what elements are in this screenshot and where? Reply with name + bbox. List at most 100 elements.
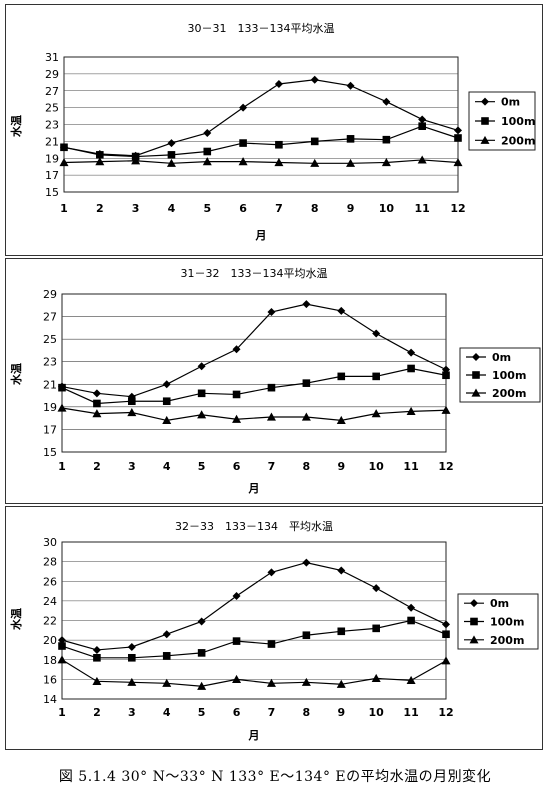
data-point xyxy=(58,642,66,650)
series-0m xyxy=(60,75,462,160)
data-point xyxy=(407,616,415,625)
series-200m xyxy=(57,403,451,424)
data-point xyxy=(337,306,346,315)
legend-item: 0m xyxy=(475,96,520,109)
data-point xyxy=(232,674,242,683)
data-point xyxy=(162,678,172,687)
x-tick-label: 8 xyxy=(311,202,319,215)
data-point xyxy=(302,558,311,567)
data-point xyxy=(346,135,355,143)
data-point xyxy=(274,80,283,88)
x-tick-label: 6 xyxy=(233,706,241,719)
legend-marker xyxy=(481,117,489,125)
x-tick-label: 8 xyxy=(303,460,311,473)
legend-label: 0m xyxy=(490,597,509,610)
data-point xyxy=(442,620,450,629)
legend-marker xyxy=(470,617,478,626)
y-tick-label: 20 xyxy=(43,634,57,647)
data-point xyxy=(197,649,206,657)
series-0m xyxy=(58,300,450,401)
y-tick-label: 21 xyxy=(43,378,57,391)
data-point xyxy=(371,409,381,418)
y-tick-label: 25 xyxy=(45,102,59,115)
data-point xyxy=(232,414,242,423)
x-tick-label: 3 xyxy=(132,202,140,215)
x-tick-label: 2 xyxy=(93,706,101,719)
data-point xyxy=(202,157,212,166)
x-tick-label: 4 xyxy=(163,706,171,719)
chart-title: 30－31 133－134平均水温 xyxy=(188,22,335,35)
data-point xyxy=(238,157,248,166)
legend-marker xyxy=(480,135,490,144)
data-point xyxy=(417,155,427,164)
data-point xyxy=(381,157,391,167)
legend-label: 200m xyxy=(490,634,524,647)
data-point xyxy=(127,677,137,686)
data-point xyxy=(336,679,346,688)
series-200m xyxy=(59,155,463,167)
x-tick-label: 7 xyxy=(268,706,276,719)
y-tick-label: 28 xyxy=(43,556,57,569)
x-tick-label: 3 xyxy=(128,460,136,473)
data-point xyxy=(162,630,171,639)
legend-marker xyxy=(469,635,479,644)
x-tick-label: 9 xyxy=(347,202,355,215)
y-tick-label: 15 xyxy=(45,186,59,199)
data-point xyxy=(162,652,171,660)
x-axis-label: 月 xyxy=(255,229,267,242)
data-point xyxy=(337,566,346,575)
y-axis-label: 水温 xyxy=(9,115,23,137)
x-tick-label: 11 xyxy=(403,706,418,719)
data-point xyxy=(232,591,241,600)
legend-marker xyxy=(471,388,481,397)
data-point xyxy=(382,97,391,106)
y-tick-label: 17 xyxy=(45,169,59,182)
data-point xyxy=(127,408,137,417)
data-point xyxy=(267,383,276,392)
data-point xyxy=(406,675,416,684)
chart-panel-1: 30－31 133－134平均水温 15 17 19 21 23 25 27 29 31 1 2 3 4 5… xyxy=(5,4,543,256)
x-tick-label: 11 xyxy=(415,202,430,215)
y-tick-label: 27 xyxy=(43,311,57,324)
legend-item: 100m xyxy=(464,616,524,629)
series-line xyxy=(61,659,447,687)
data-point xyxy=(162,415,172,424)
legend-marker xyxy=(472,353,480,361)
data-point xyxy=(371,673,381,682)
legend-item: 200m xyxy=(466,387,526,400)
x-tick-label: 6 xyxy=(239,202,247,215)
data-point xyxy=(453,157,463,167)
x-tick-label: 12 xyxy=(438,706,453,719)
legend-item: 200m xyxy=(475,134,535,147)
data-point xyxy=(336,415,346,424)
data-point xyxy=(302,300,311,309)
data-point xyxy=(57,655,67,664)
x-tick-label: 2 xyxy=(93,460,101,473)
data-point xyxy=(266,412,276,421)
y-tick-label: 22 xyxy=(43,615,57,628)
legend-item: 100m xyxy=(475,115,535,128)
data-point xyxy=(167,151,176,159)
x-tick-label: 1 xyxy=(60,202,68,215)
data-point xyxy=(197,617,206,626)
y-tick-label: 19 xyxy=(43,401,57,414)
y-axis-label: 水温 xyxy=(9,363,23,385)
data-point xyxy=(372,584,381,593)
y-tick-label: 19 xyxy=(45,152,59,165)
series-line xyxy=(63,125,459,158)
data-point xyxy=(166,158,176,167)
data-point xyxy=(442,630,450,639)
data-point xyxy=(267,308,276,317)
data-point xyxy=(58,636,66,645)
figure-caption: 図 5.1.4 30° N～33° N 133° E～134° Eの平均水温の月… xyxy=(58,769,492,785)
y-tick-label: 18 xyxy=(43,654,57,667)
y-tick-label: 16 xyxy=(43,673,57,686)
data-point xyxy=(418,115,427,124)
legend-label: 100m xyxy=(501,115,535,128)
data-point xyxy=(372,372,380,381)
x-tick-label: 5 xyxy=(198,706,206,719)
data-point xyxy=(239,103,248,112)
legend-label: 0m xyxy=(501,96,520,109)
